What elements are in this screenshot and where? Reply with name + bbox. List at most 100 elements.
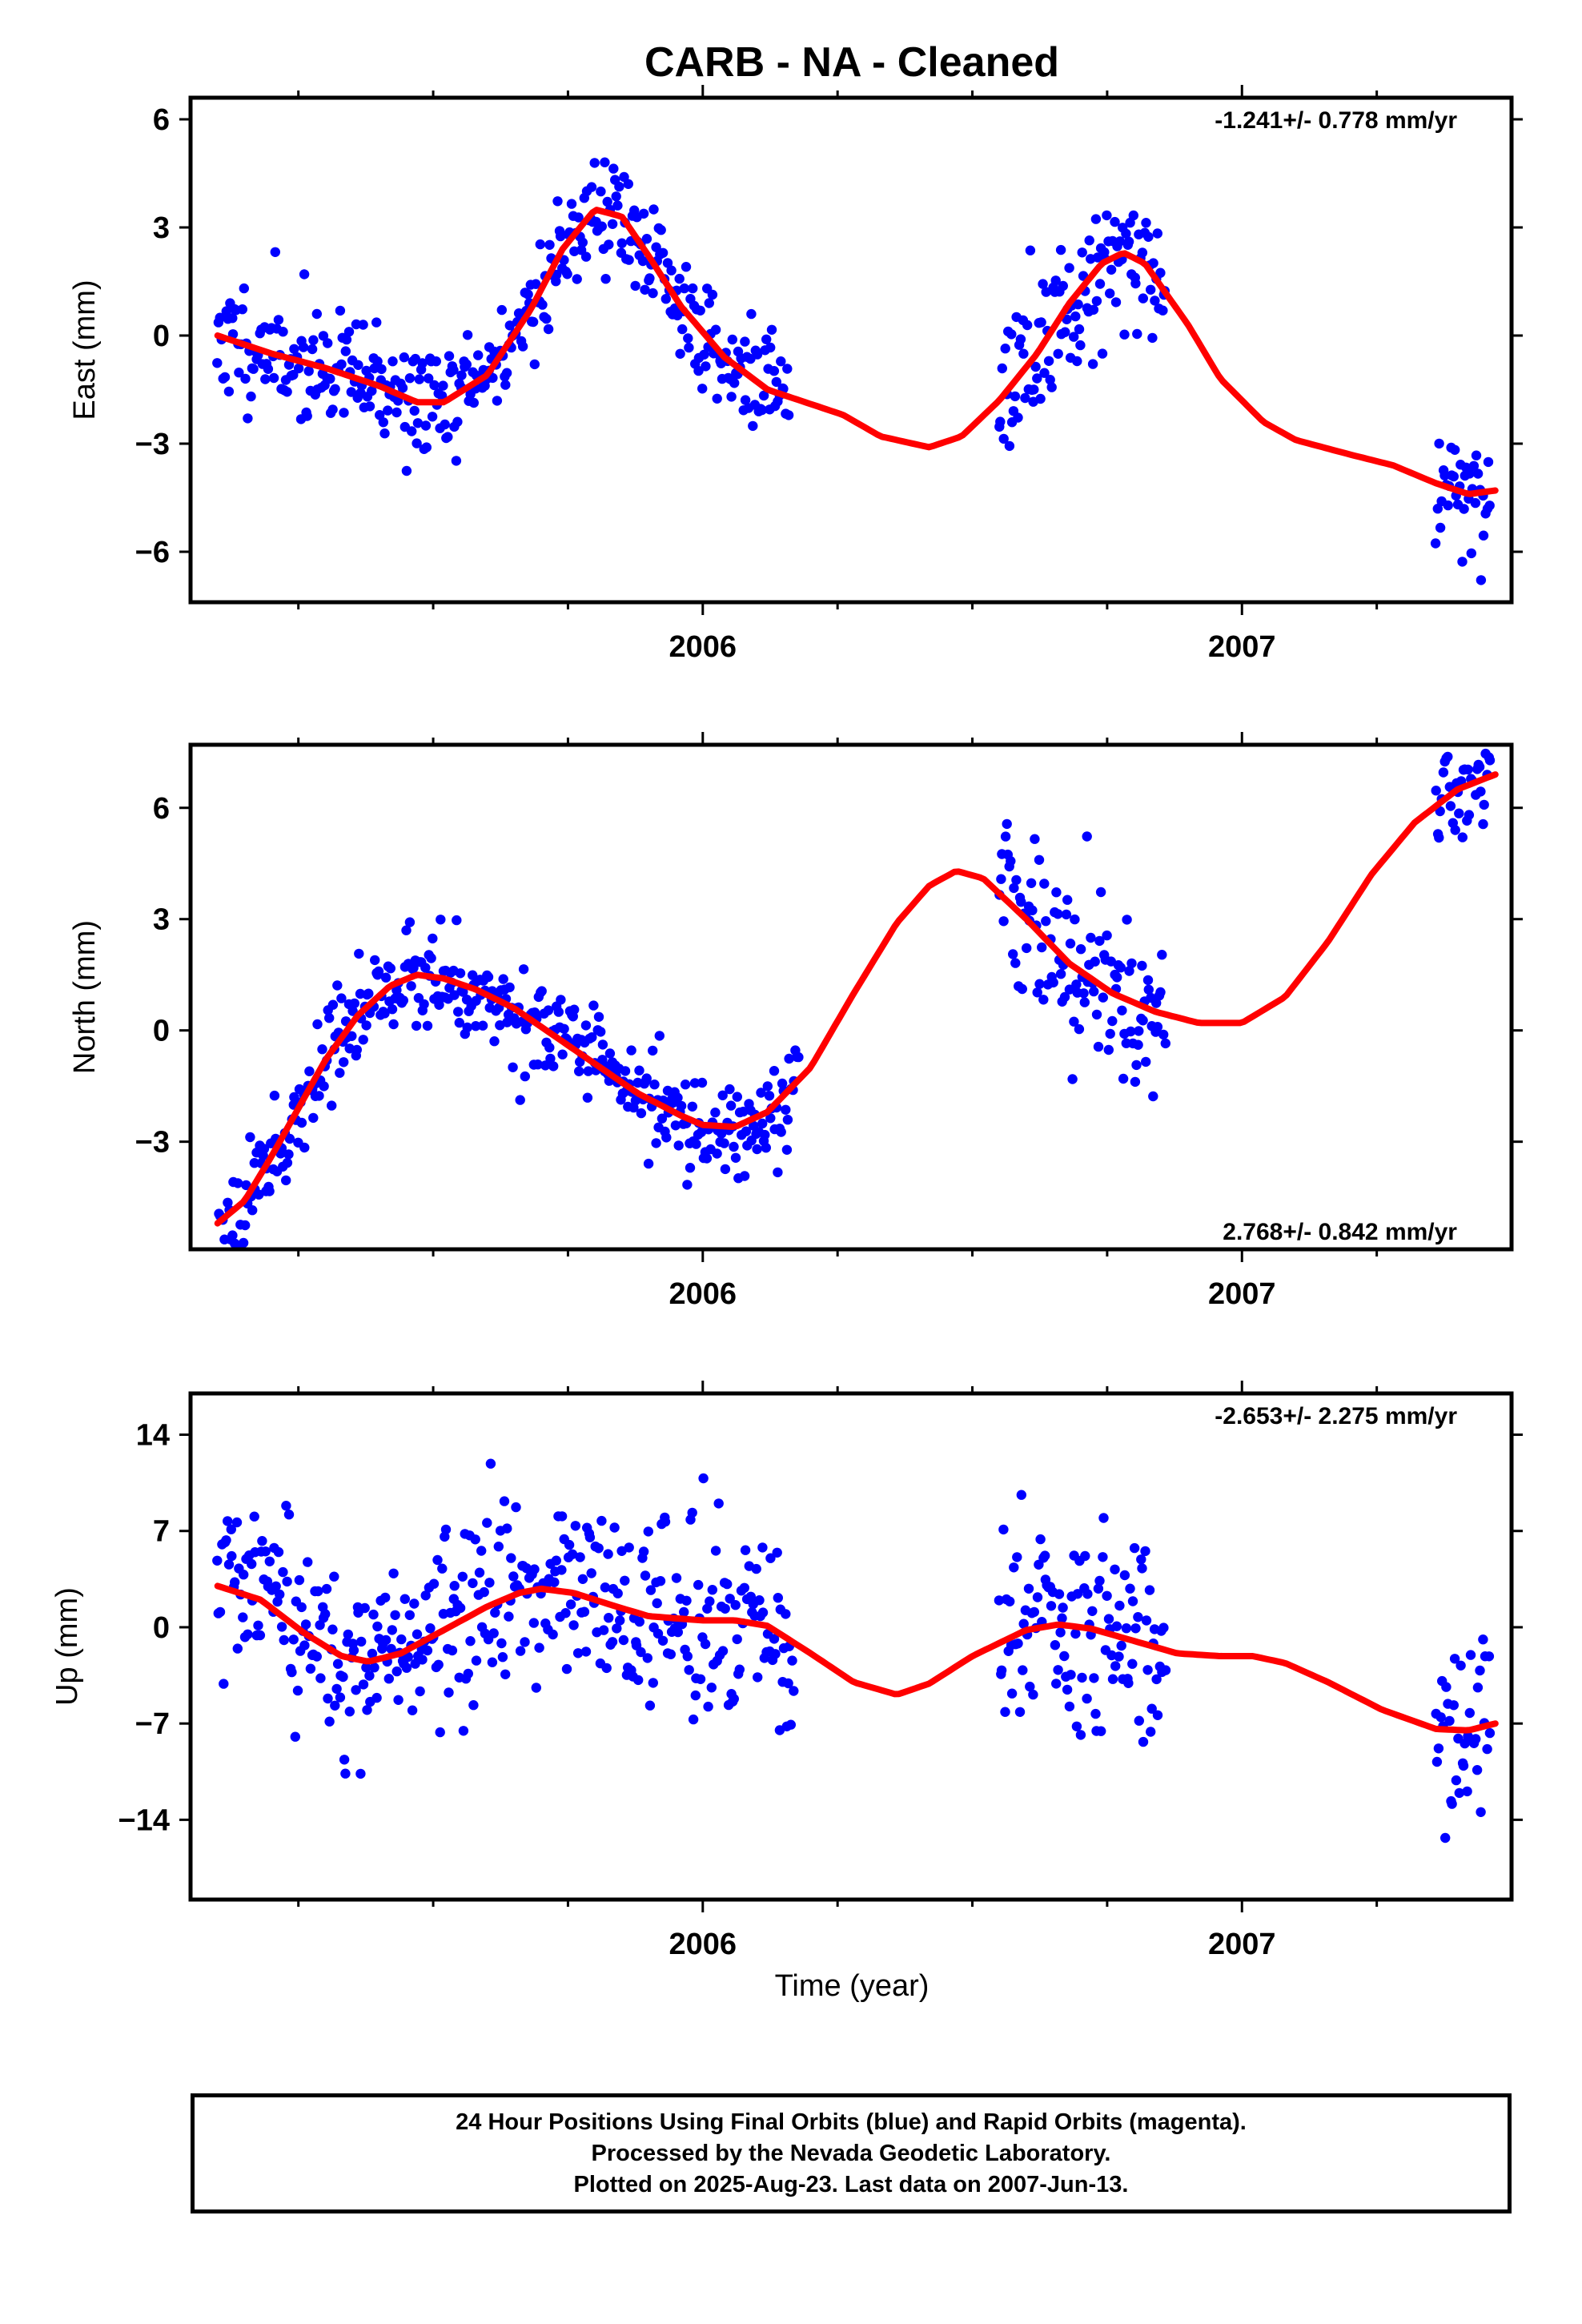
east-data-point bbox=[1430, 538, 1441, 549]
north-data-point bbox=[508, 1062, 518, 1073]
east-data-point bbox=[531, 279, 541, 289]
up-data-point bbox=[700, 1638, 711, 1650]
north-data-point bbox=[649, 1080, 660, 1090]
up-data-point bbox=[561, 1663, 572, 1675]
east-data-point bbox=[612, 200, 623, 211]
up-data-point bbox=[645, 1585, 656, 1595]
east-data-point bbox=[1046, 382, 1057, 392]
north-data-point bbox=[710, 1108, 721, 1118]
north-data-point bbox=[548, 1061, 559, 1072]
north-data-point bbox=[335, 1068, 345, 1078]
east-data-point bbox=[1004, 440, 1015, 452]
north-data-point bbox=[720, 1164, 731, 1175]
up-data-point bbox=[600, 1582, 611, 1593]
east-data-point bbox=[308, 335, 319, 345]
north-data-point bbox=[536, 986, 547, 996]
east-data-point bbox=[212, 358, 223, 368]
east-data-point bbox=[555, 231, 566, 242]
east-data-point bbox=[1448, 471, 1460, 482]
up-data-point bbox=[1103, 1614, 1114, 1624]
up-data-point bbox=[1454, 1787, 1465, 1799]
east-data-point bbox=[246, 391, 256, 402]
up-data-point bbox=[471, 1655, 482, 1666]
east-data-point bbox=[771, 376, 781, 388]
up-data-point bbox=[531, 1683, 541, 1693]
east-data-point bbox=[273, 315, 284, 325]
north-data-point bbox=[626, 1045, 636, 1055]
north-data-point bbox=[673, 1140, 684, 1151]
north-data-point bbox=[741, 1126, 752, 1136]
east-data-point bbox=[596, 186, 606, 197]
up-data-point bbox=[290, 1731, 300, 1742]
north-data-point bbox=[1431, 786, 1441, 796]
up-data-point bbox=[705, 1596, 715, 1606]
north-data-point bbox=[1048, 977, 1058, 988]
up-data-point bbox=[648, 1678, 658, 1688]
east-data-point bbox=[427, 412, 438, 422]
east-data-point bbox=[661, 294, 671, 304]
up-data-point bbox=[470, 1534, 480, 1545]
east-data-point bbox=[1110, 297, 1122, 308]
north-data-point bbox=[1117, 1005, 1127, 1016]
up-data-point bbox=[740, 1545, 751, 1555]
up-data-point bbox=[335, 1692, 346, 1703]
north-data-point bbox=[773, 1167, 783, 1178]
north-data-point bbox=[221, 1265, 231, 1274]
up-data-point bbox=[603, 1549, 613, 1559]
east-data-point bbox=[1132, 328, 1142, 340]
east-plot-frame bbox=[188, 95, 1514, 605]
east-data-point bbox=[461, 359, 472, 370]
east-data-point bbox=[1055, 244, 1066, 255]
north-data-point bbox=[1115, 963, 1126, 973]
east-data-point bbox=[757, 404, 767, 416]
up-data-point bbox=[568, 1620, 579, 1630]
north-data-point bbox=[739, 1171, 750, 1181]
up-data-point bbox=[1090, 1708, 1101, 1719]
up-data-point bbox=[1484, 1727, 1496, 1739]
figure-title: CARB - NA - Cleaned bbox=[644, 39, 1059, 86]
east-data-point bbox=[1143, 231, 1154, 242]
up-data-point bbox=[596, 1515, 607, 1526]
up-data-point bbox=[300, 1619, 311, 1630]
east-data-point bbox=[1470, 497, 1481, 509]
up-data-point bbox=[520, 1637, 530, 1647]
east-y-tick-label: 0 bbox=[153, 320, 170, 353]
up-data-point bbox=[506, 1553, 516, 1563]
up-data-point bbox=[729, 1694, 739, 1704]
up-data-point bbox=[789, 1686, 799, 1696]
north-data-point bbox=[648, 1045, 658, 1056]
east-data-point bbox=[1084, 235, 1094, 246]
east-data-point bbox=[517, 341, 528, 352]
up-data-point bbox=[1058, 1602, 1068, 1613]
up-data-point bbox=[1029, 1606, 1040, 1618]
up-data-point bbox=[348, 1645, 359, 1655]
up-data-point bbox=[292, 1685, 303, 1696]
up-data-point bbox=[1054, 1589, 1065, 1599]
east-data-point bbox=[1045, 375, 1055, 385]
east-data-point bbox=[529, 359, 540, 370]
up-data-point bbox=[1089, 1673, 1099, 1683]
east-data-point bbox=[1123, 236, 1134, 247]
up-data-point bbox=[508, 1571, 519, 1582]
north-data-point bbox=[1118, 1073, 1129, 1084]
east-data-point bbox=[602, 196, 612, 207]
north-data-point bbox=[314, 1091, 324, 1101]
east-data-point bbox=[677, 324, 688, 335]
north-data-point bbox=[379, 1008, 390, 1019]
east-data-point bbox=[1000, 344, 1010, 354]
up-data-point bbox=[636, 1647, 646, 1658]
north-data-point bbox=[361, 1020, 371, 1031]
east-data-point bbox=[1148, 258, 1158, 268]
north-data-point bbox=[380, 972, 391, 983]
east-data-point bbox=[586, 182, 597, 192]
east-data-point bbox=[462, 330, 473, 340]
up-data-point bbox=[232, 1643, 243, 1654]
north-data-point bbox=[756, 1088, 766, 1098]
up-data-point bbox=[757, 1607, 769, 1618]
up-data-point bbox=[634, 1616, 644, 1627]
east-data-point bbox=[1158, 305, 1168, 316]
north-data-point bbox=[1469, 710, 1479, 719]
east-data-point bbox=[1483, 456, 1494, 468]
east-data-point bbox=[1043, 356, 1054, 366]
up-data-point bbox=[713, 1498, 724, 1509]
